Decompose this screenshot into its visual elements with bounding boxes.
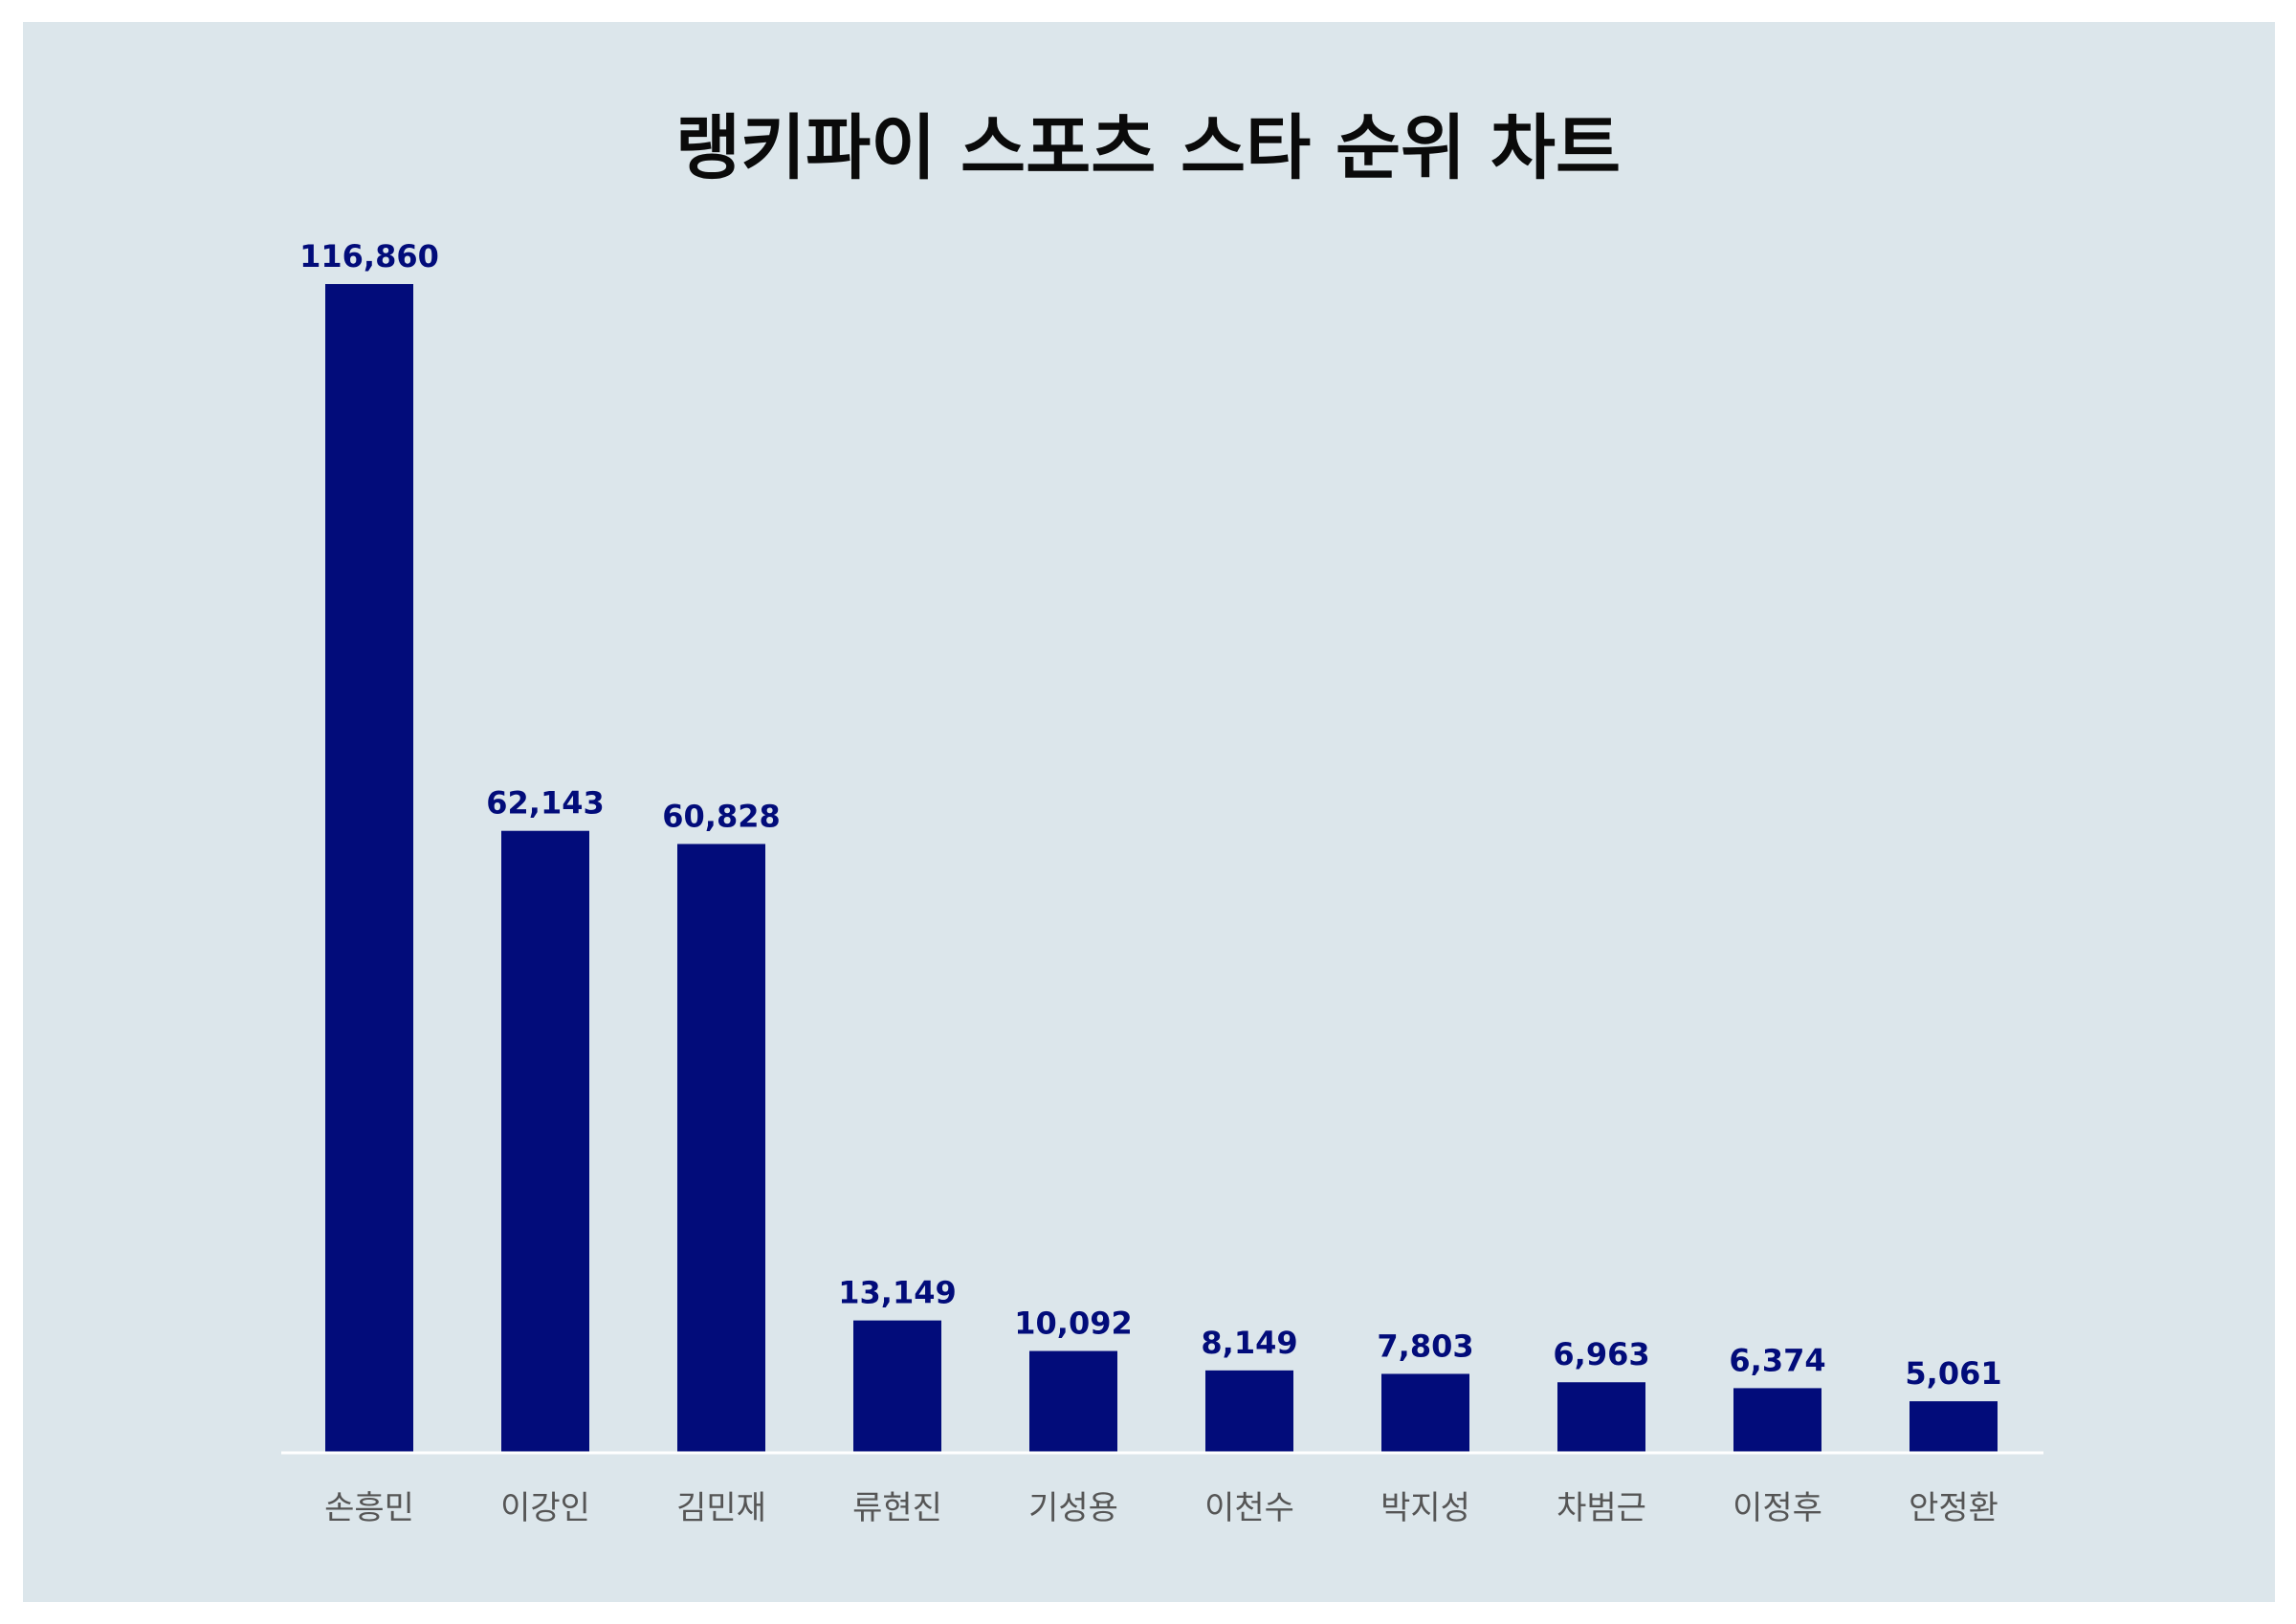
category-label-6: 이천수 xyxy=(1204,1489,1294,1527)
category-label-1: 손흥민 xyxy=(324,1489,414,1527)
category-label-3: 김민재 xyxy=(676,1489,766,1527)
category-label-5: 기성용 xyxy=(1028,1489,1118,1527)
value-label-3: 60,828 xyxy=(662,798,780,834)
category-label-7: 박지성 xyxy=(1380,1489,1470,1527)
value-label-1: 116,860 xyxy=(299,238,439,274)
bar-3 xyxy=(677,844,765,1452)
value-label-10: 5,061 xyxy=(1905,1355,2001,1392)
value-label-7: 7,803 xyxy=(1377,1328,1473,1364)
chart-title: 랭키파이 스포츠 스타 순위 차트 xyxy=(674,107,1622,189)
category-label-4: 류현진 xyxy=(852,1489,942,1527)
value-labels-group: 116,860 62,143 60,828 13,149 10,092 8,149 7,80… xyxy=(299,238,2001,1392)
bar-10 xyxy=(1910,1401,1998,1452)
bar-9 xyxy=(1733,1388,1821,1452)
value-label-8: 6,963 xyxy=(1553,1336,1649,1372)
bar-8 xyxy=(1557,1382,1645,1452)
category-label-2: 이강인 xyxy=(500,1489,590,1527)
value-label-9: 6,374 xyxy=(1729,1342,1825,1378)
value-label-4: 13,149 xyxy=(838,1275,956,1311)
bar-1 xyxy=(325,284,413,1452)
bar-6 xyxy=(1205,1370,1293,1452)
category-label-8: 차범근 xyxy=(1556,1489,1646,1527)
value-label-6: 8,149 xyxy=(1201,1325,1297,1361)
bar-2 xyxy=(501,830,589,1452)
value-label-2: 62,143 xyxy=(486,785,604,822)
bar-4 xyxy=(853,1320,941,1452)
category-labels-group: 손흥민 이강인 김민재 류현진 기성용 이천수 박지성 차범근 이정후 안정환 xyxy=(324,1489,1998,1527)
bars-group xyxy=(325,284,1998,1452)
bar-7 xyxy=(1381,1373,1469,1452)
category-label-9: 이정후 xyxy=(1733,1489,1822,1527)
bar-5 xyxy=(1029,1350,1117,1452)
category-label-10: 안정환 xyxy=(1909,1489,1998,1527)
value-label-5: 10,092 xyxy=(1014,1306,1132,1342)
